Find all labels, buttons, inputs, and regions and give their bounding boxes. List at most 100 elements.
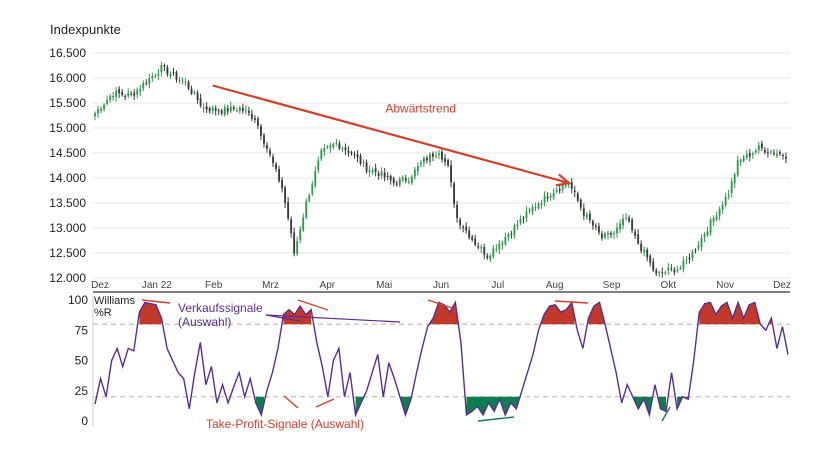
- candle: [534, 202, 537, 212]
- candle-body: [655, 269, 658, 274]
- candle: [709, 217, 712, 236]
- candle: [247, 106, 250, 117]
- month-label: Jan 22: [142, 280, 172, 291]
- candle: [217, 108, 220, 116]
- candle-body: [425, 157, 428, 161]
- candle-body: [619, 223, 621, 230]
- candle-body: [290, 219, 293, 234]
- candle: [742, 155, 745, 163]
- candle-body: [407, 181, 410, 183]
- candle-body: [148, 78, 151, 85]
- candle: [121, 89, 124, 97]
- price-y-axis-label: Indexpunkte: [50, 22, 121, 37]
- candle-body: [419, 162, 422, 165]
- candle-body: [670, 268, 673, 270]
- candle-body: [299, 229, 302, 240]
- candle-body: [317, 160, 320, 171]
- candle-body: [733, 174, 736, 184]
- candle: [573, 186, 576, 198]
- candle-body: [226, 108, 229, 112]
- take-profit-marker: [661, 406, 671, 422]
- candle-body: [785, 156, 787, 159]
- candle-body: [610, 233, 612, 235]
- candle-body: [332, 144, 335, 148]
- candle: [625, 212, 628, 221]
- candle: [419, 159, 422, 168]
- candle: [543, 191, 546, 207]
- candle-body: [410, 176, 413, 184]
- candle: [368, 165, 371, 178]
- candle: [736, 156, 739, 178]
- candle: [546, 192, 549, 202]
- candle-body: [172, 72, 175, 74]
- candle: [353, 151, 356, 159]
- williams-r-line: [94, 300, 789, 418]
- candle: [169, 71, 172, 79]
- price-y-tick-label: 16.000: [49, 71, 86, 85]
- candle: [244, 105, 247, 115]
- williams-signal-fills: [139, 302, 772, 415]
- candle: [338, 140, 341, 151]
- candle-body: [779, 151, 781, 154]
- candle-body: [769, 151, 772, 153]
- candle: [377, 170, 380, 180]
- candle: [214, 105, 217, 116]
- candle-body: [444, 158, 446, 162]
- candle: [480, 244, 483, 253]
- candle: [591, 219, 594, 230]
- candle: [341, 146, 344, 152]
- candle: [359, 153, 362, 166]
- candle-body: [573, 190, 576, 193]
- candle-body: [142, 83, 145, 89]
- candle-body: [395, 183, 398, 185]
- candle: [241, 103, 244, 114]
- candle: [631, 217, 634, 234]
- candle-body: [480, 247, 483, 249]
- candle: [100, 106, 102, 114]
- candle: [661, 267, 664, 278]
- candle: [226, 104, 229, 115]
- candle: [763, 147, 766, 155]
- candle-body: [169, 74, 172, 77]
- candle: [444, 154, 446, 166]
- candle-body: [782, 154, 784, 156]
- candle-body: [628, 217, 631, 222]
- candle: [293, 227, 296, 257]
- candle-body: [739, 160, 742, 163]
- sell-signals-label: Verkaufssignale (Auswahl): [178, 301, 266, 329]
- candle-body: [724, 196, 727, 206]
- candle-body: [187, 81, 190, 89]
- candle-body: [205, 106, 208, 110]
- candle: [317, 156, 320, 174]
- candle-body: [570, 182, 573, 189]
- candle: [281, 177, 284, 193]
- candle: [691, 249, 694, 262]
- price-y-tick-label: 15.000: [49, 121, 86, 135]
- candle-body: [585, 214, 588, 218]
- candle: [190, 85, 193, 96]
- price-y-tick-labels: 12.000 12.500 13.000 13.500 14.000 14.500 15.0…: [49, 46, 86, 285]
- candle: [510, 230, 513, 239]
- candle-body: [477, 246, 480, 248]
- candle: [175, 70, 178, 83]
- candle: [232, 105, 235, 112]
- signal-marker: [554, 300, 589, 304]
- candle: [374, 163, 377, 177]
- candle: [751, 151, 754, 159]
- candle: [667, 263, 670, 275]
- candle: [597, 222, 600, 235]
- candle: [260, 123, 262, 141]
- candle: [776, 149, 778, 159]
- price-y-tick-label: 13.500: [49, 196, 86, 210]
- candle-body: [760, 143, 763, 149]
- candle: [287, 197, 290, 221]
- candle: [160, 61, 163, 77]
- candle-body: [311, 184, 314, 194]
- candle: [456, 200, 459, 223]
- candle: [676, 265, 679, 273]
- candle: [441, 147, 443, 163]
- candle-body: [691, 251, 694, 259]
- candle: [199, 93, 202, 108]
- candle-body: [368, 170, 371, 173]
